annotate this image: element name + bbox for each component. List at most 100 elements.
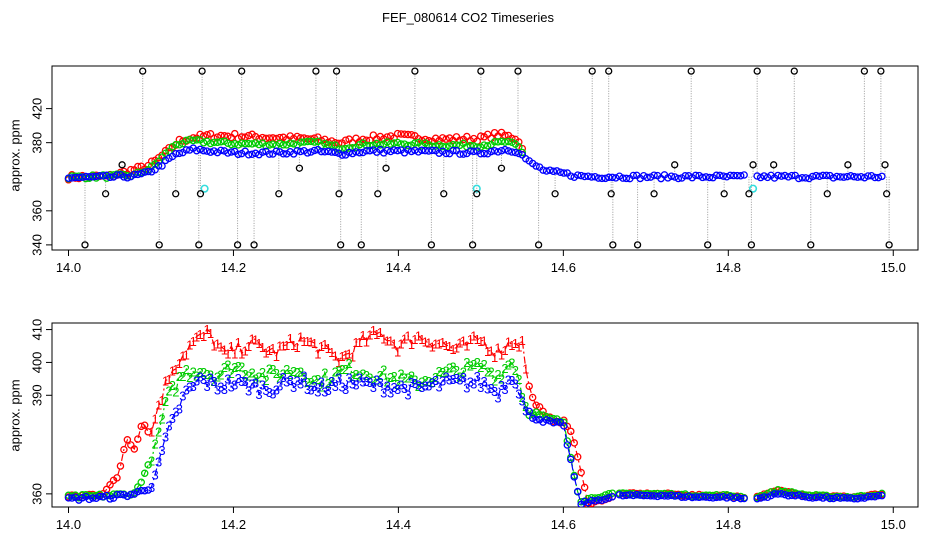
series-1-label: 1	[456, 335, 463, 350]
series-3-label: 3	[193, 374, 200, 389]
series-3-point	[740, 171, 748, 179]
series-3-point	[390, 146, 398, 154]
series-3-point	[702, 173, 710, 181]
series-3-point	[324, 147, 333, 156]
series-1-line	[68, 327, 613, 506]
series-3-point	[553, 167, 561, 175]
series-3-label: 3	[203, 379, 210, 394]
series-3-label: 3	[453, 371, 460, 386]
series-3-point	[490, 147, 499, 155]
series-2-point	[303, 137, 312, 146]
series-1-label: 1	[342, 347, 349, 362]
series-1-point	[580, 483, 589, 492]
series-3-point	[480, 149, 488, 158]
series-3-point	[532, 162, 540, 170]
series-1-label: 1	[487, 344, 494, 359]
y-tick-label: 340	[29, 234, 44, 256]
series-1-point	[573, 453, 582, 461]
x-tick-label: 14.0	[56, 517, 81, 532]
series-3-label: 3	[397, 377, 404, 392]
series-1-label: 1	[422, 334, 429, 349]
series-1-label: 1	[401, 331, 408, 346]
series-2-label: 2	[217, 367, 224, 382]
y-tick-label: 390	[29, 384, 44, 406]
series-1-label: 1	[325, 341, 332, 356]
series-2-point	[189, 136, 197, 145]
x-tick-label: 14.6	[551, 517, 576, 532]
x-tick-label: 14.6	[551, 260, 576, 275]
flag-point	[823, 190, 831, 198]
series-3-point	[636, 491, 644, 499]
series-1-label: 1	[266, 343, 273, 358]
series-3-point	[459, 150, 468, 158]
flag-point	[473, 190, 481, 198]
series-3-label: 3	[169, 411, 176, 426]
series-1-label: 1	[394, 345, 401, 360]
bottom-marks: 1111111111111111111111111111111111111111…	[64, 322, 886, 507]
series-3-point	[567, 172, 575, 180]
series-2-point	[386, 140, 395, 148]
series-2-label: 2	[197, 365, 204, 380]
series-1-label: 1	[449, 342, 456, 357]
flag-point	[720, 190, 728, 198]
series-3-point	[251, 149, 260, 158]
series-3-label: 3	[210, 374, 217, 389]
series-1-point	[130, 445, 139, 453]
series-3-label: 3	[463, 381, 470, 396]
series-1-label: 1	[221, 342, 228, 357]
series-2-label: 2	[283, 362, 290, 377]
series-3-label: 3	[422, 378, 429, 393]
series-1-point	[262, 134, 270, 143]
series-1-label: 1	[505, 334, 512, 349]
series-1-label: 1	[442, 338, 449, 353]
series-3-label: 3	[512, 377, 519, 392]
series-2-point	[244, 139, 253, 148]
x-tick-label: 14.4	[386, 260, 411, 275]
series-2-label: 2	[294, 365, 301, 380]
series-3-point	[698, 173, 707, 182]
series-3-point	[815, 493, 824, 501]
series-3-point	[633, 490, 641, 499]
series-3-point	[199, 146, 208, 155]
series-1-point	[393, 129, 402, 138]
series-3-point	[843, 494, 851, 502]
series-2-label: 2	[238, 359, 245, 374]
series-3-point	[850, 172, 858, 181]
series-2-label: 2	[415, 379, 422, 394]
series-3-label: 3	[366, 375, 373, 390]
series-3-point	[587, 173, 596, 181]
series-2-label: 2	[366, 370, 373, 385]
series-3-point	[573, 171, 582, 179]
flag-point	[195, 241, 203, 249]
series-2-label: 2	[515, 372, 522, 387]
series-2-label: 2	[186, 370, 193, 385]
series-2-point	[137, 478, 145, 486]
series-3-point	[829, 174, 838, 182]
series-1-label: 1	[210, 338, 217, 353]
flag-point	[335, 190, 343, 198]
series-1-label: 1	[408, 337, 415, 352]
series-3-point	[546, 166, 554, 174]
series-3-point	[733, 493, 741, 501]
flag-point	[238, 67, 246, 75]
series-3-label: 3	[359, 375, 366, 390]
series-1-label: 1	[404, 329, 411, 344]
series-3-point	[515, 149, 523, 158]
series-3-point	[279, 150, 288, 158]
series-3-point	[258, 148, 267, 156]
series-3-point	[580, 172, 589, 181]
series-3-label: 3	[418, 380, 425, 395]
flag-point	[753, 67, 761, 75]
series-1-label: 1	[248, 332, 255, 347]
series-3-label: 3	[401, 381, 408, 396]
series-2-point	[279, 141, 288, 149]
series-2-label: 2	[512, 363, 519, 378]
x-tick-label: 14.0	[56, 260, 81, 275]
series-2-label: 2	[321, 366, 328, 381]
series-2-label: 2	[422, 373, 429, 388]
series-2-label: 2	[401, 371, 408, 386]
series-3-label: 3	[498, 378, 505, 393]
series-1-point	[341, 136, 350, 144]
flag-point	[671, 161, 679, 169]
series-3-point	[719, 492, 728, 501]
